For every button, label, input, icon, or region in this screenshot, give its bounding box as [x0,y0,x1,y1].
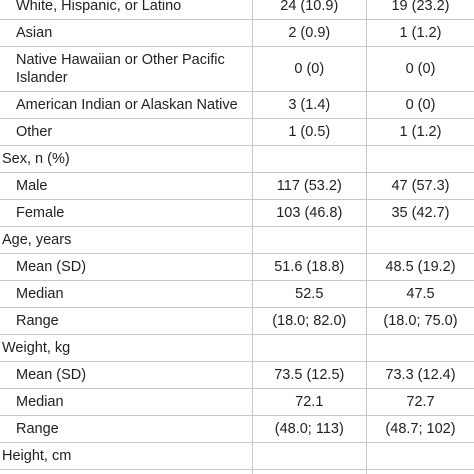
row-label: Mean (SD) [0,361,253,389]
row-label: Native Hawaiian or Other Pacific Islande… [0,46,253,92]
cell [251,226,367,254]
cell: (48.0; 113) [251,415,367,443]
cell: 24 (10.9) [251,0,367,20]
table-row: Mean (SD)172 (9.04)172 (9.85) [0,469,474,474]
section-label: Height, cm [0,442,253,470]
section-label: Sex, n (%) [0,145,253,173]
cell [251,334,367,362]
row-label: Range [0,307,253,335]
table-row: Native Hawaiian or Other Pacific Islande… [0,46,474,92]
row-label: Mean (SD) [0,469,253,474]
row-label: Male [0,172,253,200]
cell [365,226,474,254]
cell [251,442,367,470]
cell: 47 (57.3) [365,172,474,200]
table-row: Age, years [0,226,474,254]
cell: 52.5 [251,280,367,308]
cell: 1 (0.5) [251,118,367,146]
table-row: American Indian or Alaskan Native 3 (1.4)… [0,91,474,119]
cell: 47.5 [365,280,474,308]
cell: 172 (9.85) [365,469,474,474]
cell: 3 (1.4) [251,91,367,119]
row-label: White, Hispanic, or Latino [0,0,253,20]
cell: 117 (53.2) [251,172,367,200]
cell: 1 (1.2) [365,118,474,146]
cell: 0 (0) [365,91,474,119]
table-row: Other 1 (0.5) 1 (1.2) [0,118,474,146]
cell: 0 (0) [365,46,474,92]
table-row: White, Hispanic, or Latino 24 (10.9) 19 (2… [0,0,474,20]
cell: 172 (9.04) [251,469,367,474]
cell: 2 (0.9) [251,19,367,47]
cell: (18.0; 82.0) [251,307,367,335]
table-row: Height, cm [0,442,474,470]
table-row: Median 52.5 47.5 [0,280,474,308]
cell [365,442,474,470]
row-label: Median [0,388,253,416]
row-label: Asian [0,19,253,47]
cell: (48.7; 102) [365,415,474,443]
section-label: Age, years [0,226,253,254]
row-label: Range [0,415,253,443]
table-row: Mean (SD) 51.6 (18.8) 48.5 (19.2) [0,253,474,281]
table-row: Range (48.0; 113) (48.7; 102) [0,415,474,443]
cell: 0 (0) [251,46,367,92]
cell: 73.5 (12.5) [251,361,367,389]
cell: 35 (42.7) [365,199,474,227]
section-label: Weight, kg [0,334,253,362]
cell: 103 (46.8) [251,199,367,227]
cell: 1 (1.2) [365,19,474,47]
row-label: Median [0,280,253,308]
cell [365,145,474,173]
table-row: Sex, n (%) [0,145,474,173]
cell: (18.0; 75.0) [365,307,474,335]
cell: 73.3 (12.4) [365,361,474,389]
table-row: Weight, kg [0,334,474,362]
table-row: Mean (SD) 73.5 (12.5) 73.3 (12.4) [0,361,474,389]
cell [365,334,474,362]
cell: 51.6 (18.8) [251,253,367,281]
cell [251,145,367,173]
table-row: Male 117 (53.2) 47 (57.3) [0,172,474,200]
table-row: Median 72.1 72.7 [0,388,474,416]
table-row: Asian 2 (0.9) 1 (1.2) [0,19,474,47]
cell: 72.7 [365,388,474,416]
table-row: Range (18.0; 82.0) (18.0; 75.0) [0,307,474,335]
row-label: Mean (SD) [0,253,253,281]
table-row: Female 103 (46.8) 35 (42.7) [0,199,474,227]
cell: 72.1 [251,388,367,416]
cell: 19 (23.2) [365,0,474,20]
cell: 48.5 (19.2) [365,253,474,281]
row-label: American Indian or Alaskan Native [0,91,253,119]
row-label: Female [0,199,253,227]
row-label: Other [0,118,253,146]
